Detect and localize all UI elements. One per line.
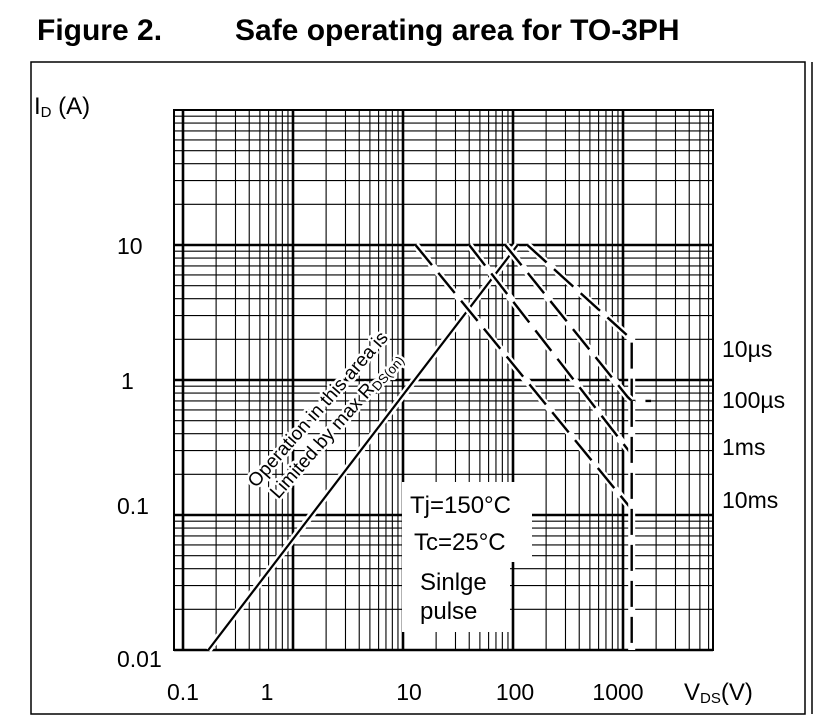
- y-axis-label: ID (A): [34, 93, 90, 121]
- x-axis-label-unit: (V): [721, 679, 753, 706]
- y-tick-label-1: 1: [121, 368, 134, 394]
- conditions-box-2: [402, 562, 510, 632]
- x-axis-label-main: V: [684, 679, 700, 706]
- x-tick-label-10: 10: [396, 679, 422, 705]
- curve-label-1ms: 1ms: [722, 434, 765, 460]
- y-tick-label-0.01: 0.01: [117, 646, 162, 672]
- curve-label-10ms: 10ms: [722, 487, 778, 513]
- y-axis-label-main: I: [34, 93, 41, 120]
- x-tick-label-0.1: 0.1: [167, 679, 199, 705]
- conditions-box-1: [402, 482, 532, 562]
- x-tick-label-1000: 1000: [592, 679, 643, 705]
- series-layer: [205, 242, 652, 653]
- x-tick-label-1: 1: [261, 679, 274, 705]
- series-1ms: [468, 244, 633, 456]
- y-tick-label-10: 10: [117, 233, 143, 259]
- y-axis-label-sub: D: [41, 104, 52, 121]
- condition-pulse-1: Sinlge: [420, 569, 487, 596]
- series-operation-in-this-area-is-limited-by-max-rds-on: [207, 244, 519, 651]
- curve-label-10us: 10µs: [722, 336, 772, 362]
- figure-title: Figure 2. Safe operating area for TO-3PH: [37, 14, 680, 48]
- x-tick-label-100: 100: [496, 679, 534, 705]
- y-axis-label-unit: (A): [52, 93, 91, 120]
- condition-pulse-2: pulse: [420, 598, 477, 625]
- condition-tc: Tc=25°C: [414, 529, 506, 556]
- y-tick-label-0.1: 0.1: [117, 493, 149, 519]
- x-axis-label: VDS(V): [684, 679, 753, 707]
- plot-border: [173, 109, 714, 651]
- x-axis-label-sub: DS: [700, 690, 721, 707]
- condition-tj: Tj=150°C: [410, 492, 511, 519]
- series-100us: [504, 244, 633, 402]
- figure-caption: Safe operating area for TO-3PH: [235, 14, 680, 47]
- curve-label-100us: 100µs: [722, 387, 785, 413]
- series-10us-halo: [524, 242, 652, 405]
- series-10ms: [414, 244, 633, 511]
- chart-frame: [30, 61, 806, 715]
- figure-number: Figure 2.: [37, 14, 163, 47]
